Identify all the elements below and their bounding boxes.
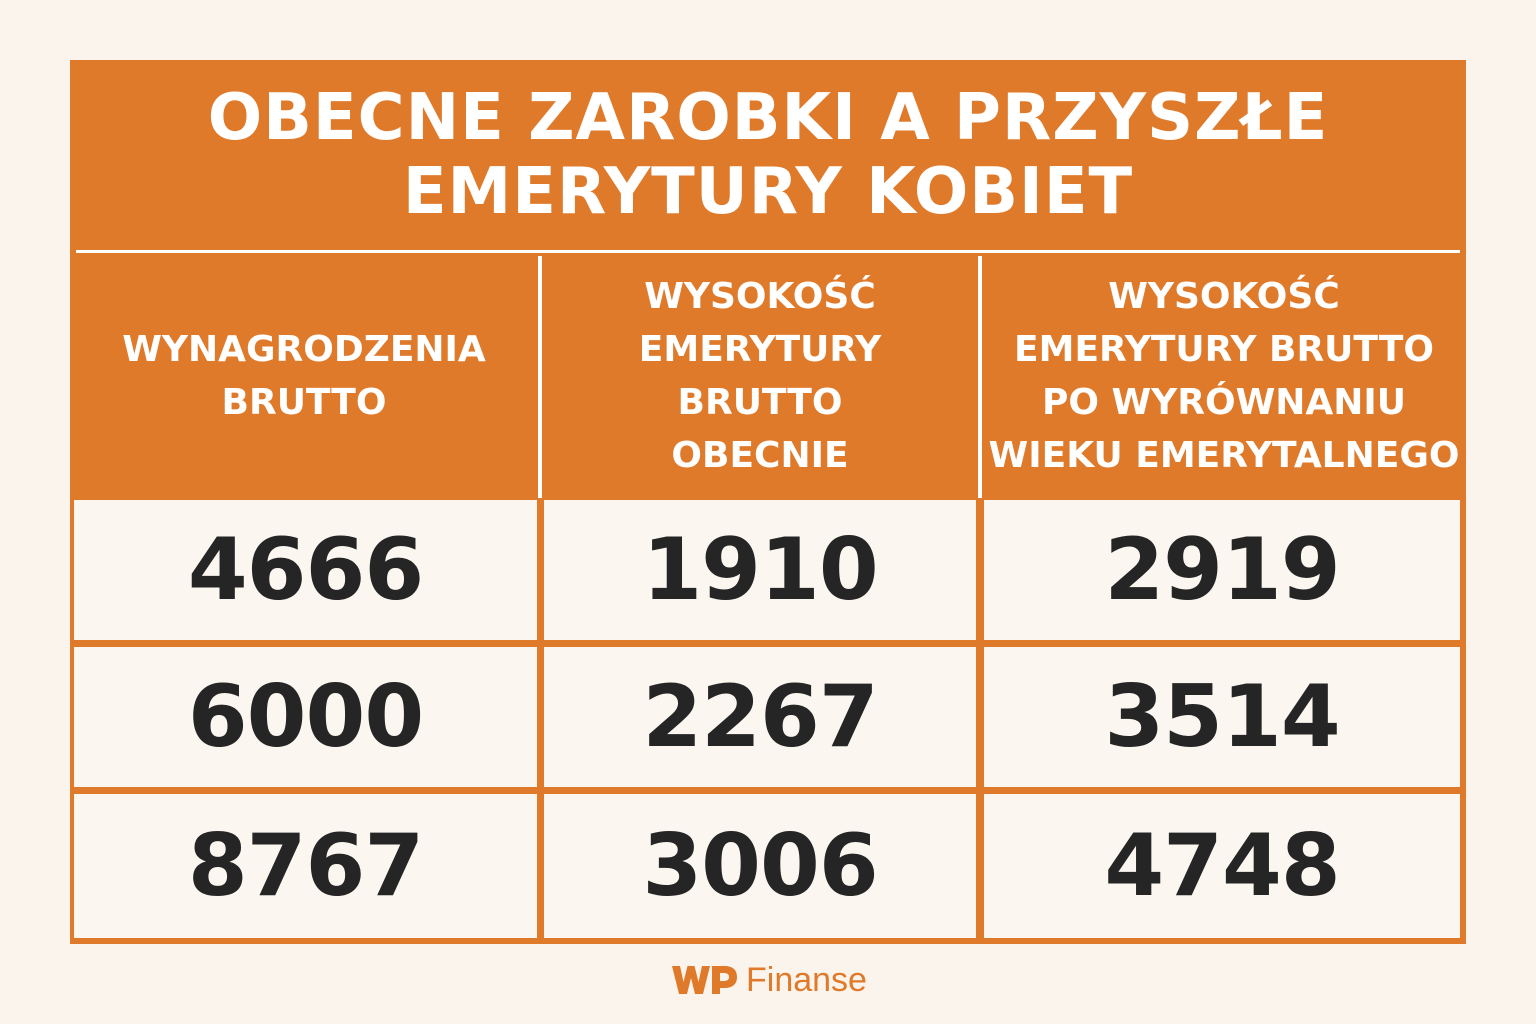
header-text: EMERYTURY <box>638 329 882 370</box>
title-line-2: EMERYTURY KOBIET <box>402 155 1134 229</box>
cell-value: 8767 <box>187 816 424 916</box>
cell-value: 2919 <box>1104 520 1340 620</box>
data-table: OBECNE ZAROBKI A PRZYSZŁE EMERYTURY KOBI… <box>70 60 1466 944</box>
header-text: OBECNIE <box>671 435 849 476</box>
cell-value: 3006 <box>642 816 878 916</box>
table-cell: 4748 <box>984 794 1460 938</box>
header-divider <box>538 256 542 498</box>
header-text: WYNAGRODZENIA <box>122 329 486 370</box>
cell-value: 6000 <box>187 667 424 767</box>
table-cell: 6000 <box>74 647 537 787</box>
table-title: OBECNE ZAROBKI A PRZYSZŁE EMERYTURY KOBI… <box>70 60 1466 250</box>
wp-logo-icon <box>670 962 740 998</box>
table-cell: 2919 <box>984 500 1460 640</box>
header-text: WIEKU EMERYTALNEGO <box>988 435 1460 476</box>
header-row: WYNAGRODZENIA BRUTTO WYSOKOŚĆ EMERYTURY … <box>70 256 1466 496</box>
title-line-1: OBECNE ZAROBKI A PRZYSZŁE <box>207 81 1329 155</box>
header-pension-equalized: WYSOKOŚĆ EMERYTURY BRUTTO PO WYRÓWNANIU … <box>982 256 1466 496</box>
header-salary: WYNAGRODZENIA BRUTTO <box>70 256 538 496</box>
cell-value: 1910 <box>642 520 878 620</box>
header-text: WYSOKOŚĆ <box>644 276 876 317</box>
header-text: BRUTTO <box>221 382 387 423</box>
header-divider <box>978 256 982 498</box>
logo-text: Finanse <box>746 960 867 999</box>
cell-value: 4748 <box>1104 816 1340 916</box>
table-cell: 3514 <box>984 647 1460 787</box>
cell-value: 4666 <box>187 520 424 620</box>
cell-value: 3514 <box>1104 667 1340 767</box>
table-cell: 1910 <box>544 500 976 640</box>
table-cell: 3006 <box>544 794 976 938</box>
table-cell: 4666 <box>74 500 537 640</box>
cell-value: 2267 <box>642 667 878 767</box>
table-cell: 2267 <box>544 647 976 787</box>
header-pension-current: WYSOKOŚĆ EMERYTURY BRUTTO OBECNIE <box>542 256 978 496</box>
header-text: WYSOKOŚĆ <box>1108 276 1340 317</box>
header-text: PO WYRÓWNANIU <box>1041 382 1407 423</box>
table-cell: 8767 <box>74 794 537 938</box>
header-text: EMERYTURY BRUTTO <box>1014 329 1434 370</box>
wp-finanse-logo: Finanse <box>670 958 867 1002</box>
title-divider <box>76 250 1460 253</box>
header-text: BRUTTO <box>677 382 843 423</box>
